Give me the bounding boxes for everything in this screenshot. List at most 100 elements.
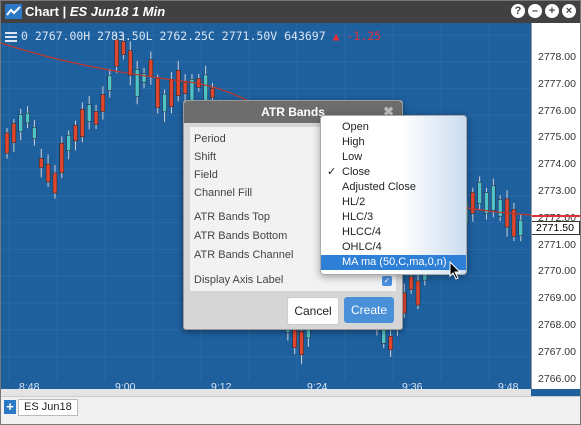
candle-body: [169, 79, 174, 107]
candle-body: [155, 78, 160, 108]
candle-body: [210, 88, 215, 98]
dropdown-option[interactable]: Open: [321, 120, 466, 135]
dropdown-option-label: HLCC/4: [342, 226, 382, 238]
dropdown-option[interactable]: HLC/3: [321, 210, 466, 225]
close-icon[interactable]: ×: [562, 4, 576, 18]
dropdown-option[interactable]: Low: [321, 150, 466, 165]
atr-bottom-label: ATR Bands Bottom: [194, 230, 288, 242]
dropdown-option-label: OHLC/4: [342, 241, 382, 253]
candle-body: [32, 127, 37, 139]
candle-body: [299, 331, 304, 355]
candle-body: [39, 158, 44, 168]
candle-body: [408, 276, 414, 290]
candle-body: [511, 209, 517, 237]
candle-body: [86, 104, 92, 122]
candle-body: [162, 93, 167, 113]
candle-body: [148, 59, 154, 77]
chart-logo-icon: [5, 4, 22, 19]
dropdown-option[interactable]: HL/2: [321, 195, 466, 210]
candle-body: [52, 172, 58, 194]
dropdown-option-label: Adjusted Close: [342, 181, 416, 193]
price-tick-label: 2767.00: [538, 345, 576, 358]
chart-menu-icon[interactable]: [5, 32, 17, 42]
candle-body: [11, 123, 17, 143]
atr-top-label: ATR Bands Top: [194, 211, 271, 223]
dropdown-option-label: MA ma (50,C,ma,0,n): [342, 256, 447, 268]
help-icon[interactable]: ?: [511, 4, 525, 18]
candle-body: [59, 142, 65, 174]
dropdown-option-label: HLC/3: [342, 211, 374, 223]
price-tick-label: 2777.00: [538, 77, 576, 90]
field-dropdown-menu: Open High Low ✓ Close Adjusted Close HL/2 HLC/3…: [320, 115, 467, 275]
price-tick-label: 2768.00: [538, 319, 576, 331]
symbol-footer: + ES Jun18: [1, 396, 580, 424]
candle-body: [66, 135, 71, 151]
dropdown-option[interactable]: OHLC/4: [321, 240, 466, 255]
dropdown-option-label: HL/2: [342, 196, 366, 208]
field-label: Field: [194, 169, 218, 181]
dropdown-option[interactable]: Adjusted Close: [321, 180, 466, 195]
dropdown-option[interactable]: HLCC/4: [321, 225, 466, 240]
price-marker-line: [532, 215, 580, 217]
candle-body: [25, 112, 30, 124]
candle-body: [18, 114, 23, 132]
candle-body: [176, 70, 181, 96]
horizontal-scrollbar[interactable]: [1, 389, 531, 396]
shift-label: Shift: [194, 151, 217, 163]
axis-label-label: Display Axis Label: [194, 274, 284, 286]
price-tick-label: 2773.00: [538, 185, 576, 197]
create-button[interactable]: Create: [344, 297, 394, 323]
cancel-button[interactable]: Cancel: [287, 297, 339, 325]
candle-body: [182, 82, 188, 94]
symbol-tab[interactable]: ES Jun18: [18, 399, 78, 416]
dropdown-option-label: Open: [342, 121, 369, 133]
price-tick-label: 2775.00: [538, 131, 576, 144]
candle-body: [80, 109, 85, 137]
candle-body: [470, 192, 476, 214]
minimize-icon[interactable]: –: [528, 4, 542, 18]
channel-fill-label: Channel Fill: [194, 187, 253, 199]
candle-body: [134, 69, 140, 97]
dialog-title: ATR Bands: [261, 105, 325, 119]
dialog-close-icon[interactable]: ✖: [383, 104, 394, 119]
candle-body: [128, 50, 133, 76]
dropdown-option-label: High: [342, 136, 365, 148]
candle-body: [518, 219, 523, 237]
candle-body: [497, 199, 503, 217]
checkmark-icon: ✓: [327, 166, 337, 178]
price-tick-label: 2771.00: [538, 238, 576, 251]
candle-body: [484, 192, 489, 214]
candle-body: [121, 41, 126, 55]
price-axis[interactable]: 2778.00 2777.00 2776.00 2775.00 2774.00 2773.…: [531, 23, 580, 389]
candle-body: [45, 163, 51, 183]
price-tick-label: 2772.00: [538, 211, 576, 224]
candle-body: [141, 73, 147, 83]
titlebar: Chart | ES Jun18 1 Min ? – + ×: [1, 1, 580, 23]
candle-body: [491, 185, 496, 211]
current-price-label: 2771.50: [532, 221, 580, 235]
candle-body: [100, 94, 106, 112]
dropdown-option[interactable]: MA ma (50,C,ma,0,n): [321, 255, 466, 270]
candle-body: [4, 132, 10, 154]
period-label: Period: [194, 133, 226, 145]
dropdown-option[interactable]: High: [321, 135, 466, 150]
price-tick-label: 2776.00: [538, 104, 576, 117]
atr-channel-label: ATR Bands Channel: [194, 249, 294, 261]
dropdown-option-label: Close: [342, 166, 371, 178]
ohlc-readout: 0 2767.00H 2783.50L 2762.25C 2771.50V 64…: [21, 29, 382, 43]
dropdown-option[interactable]: ✓ Close: [321, 165, 466, 180]
axis-label-checkbox[interactable]: ✓: [382, 276, 392, 286]
candle-body: [388, 335, 393, 351]
candle-body: [73, 124, 78, 142]
add-symbol-button[interactable]: +: [4, 400, 16, 414]
mouse-cursor-icon: [449, 261, 462, 280]
dropdown-option-label: Low: [342, 151, 363, 163]
price-tick-label: 2770.00: [538, 265, 576, 278]
candle-body: [93, 111, 99, 125]
candle-body: [203, 74, 208, 102]
maximize-icon[interactable]: +: [545, 4, 559, 18]
price-tick-label: 2774.00: [538, 158, 576, 171]
candle-body: [107, 75, 112, 91]
candle-body: [477, 182, 482, 204]
